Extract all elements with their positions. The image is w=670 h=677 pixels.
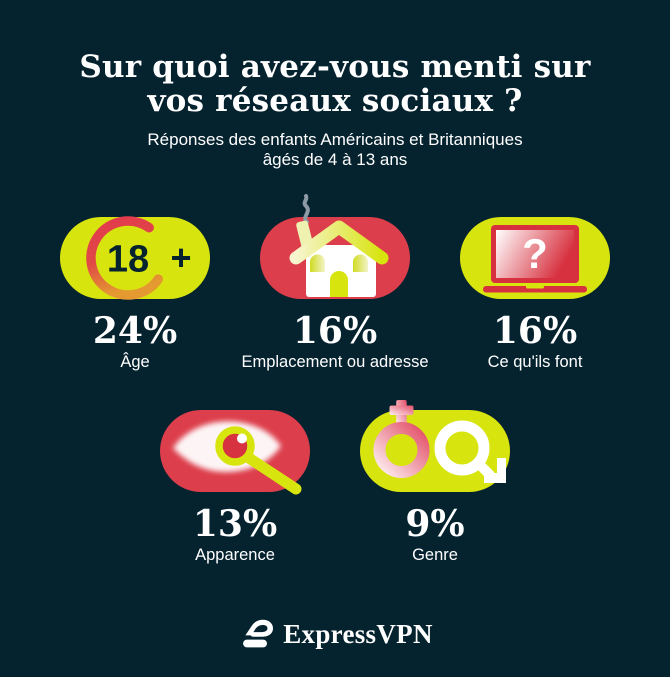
title-line-1: Sur quoi avez-vous menti sur	[79, 49, 591, 85]
smoke-squiggle	[302, 194, 310, 224]
stat-value-location: 16%	[292, 310, 378, 352]
laptop-base-notch	[526, 285, 544, 289]
stat-label-gender: Genre	[412, 546, 458, 564]
window-right	[353, 254, 368, 272]
subtitle: Réponses des enfants Américains et Brita…	[0, 130, 670, 170]
stat-gender: 9% Genre	[335, 400, 535, 565]
appearance-pill	[160, 410, 310, 495]
laptop-question-icon: ?	[483, 225, 587, 293]
question-mark-glyph: ?	[522, 230, 548, 277]
eye-magnifier-icon	[173, 421, 302, 495]
gender-pill	[360, 400, 510, 492]
title-line-2: vos réseaux sociaux ?	[147, 83, 523, 119]
subtitle-line-1: Réponses des enfants Américains et Brita…	[147, 130, 523, 149]
stat-value-appearance: 13%	[192, 503, 278, 545]
window-left	[310, 254, 325, 272]
door	[330, 271, 348, 297]
expressvpn-wordmark: ExpressVPN	[283, 619, 433, 649]
roof	[289, 220, 389, 265]
stat-location: 16% Emplacement ou adresse	[235, 194, 435, 372]
stat-activity: ? 16% Ce qu'ils font	[435, 217, 635, 372]
stat-value-gender: 9%	[405, 503, 465, 545]
age-pill: 18 +	[60, 216, 210, 300]
female-symbol	[373, 400, 430, 478]
footer-brand: ExpressVPN	[0, 617, 670, 652]
stat-label-appearance: Apparence	[195, 546, 275, 564]
gender-symbols-icon	[373, 400, 506, 483]
male-symbol	[434, 420, 506, 483]
laptop-screen	[496, 230, 574, 278]
stat-label-activity: Ce qu'ils font	[487, 353, 583, 371]
stat-label-location: Emplacement ou adresse	[241, 353, 429, 371]
location-pill	[260, 194, 410, 299]
stat-value-activity: 16%	[492, 310, 578, 352]
18-plus-badge-icon: 18 +	[86, 216, 192, 300]
stat-label-age: Âge	[120, 353, 150, 371]
expressvpn-logo-icon	[243, 619, 274, 648]
activity-pill: ?	[460, 217, 610, 299]
magnifier-handle	[243, 452, 302, 495]
age-icon-plus: +	[170, 237, 191, 278]
age-icon-number: 18	[107, 239, 149, 281]
laptop-base	[483, 286, 587, 293]
stat-appearance: 13% Apparence	[135, 410, 335, 565]
stats-row-1: 18 + 24% Âge	[0, 194, 670, 372]
stats-row-2: 13% Apparence	[0, 400, 670, 565]
subtitle-line-2: âgés de 4 à 13 ans	[262, 150, 408, 169]
stat-value-age: 24%	[92, 310, 178, 352]
stat-age: 18 + 24% Âge	[35, 216, 235, 372]
page-title: Sur quoi avez-vous menti sur vos réseaux…	[0, 0, 670, 118]
house-icon	[289, 194, 389, 297]
iris-highlight	[237, 433, 247, 444]
